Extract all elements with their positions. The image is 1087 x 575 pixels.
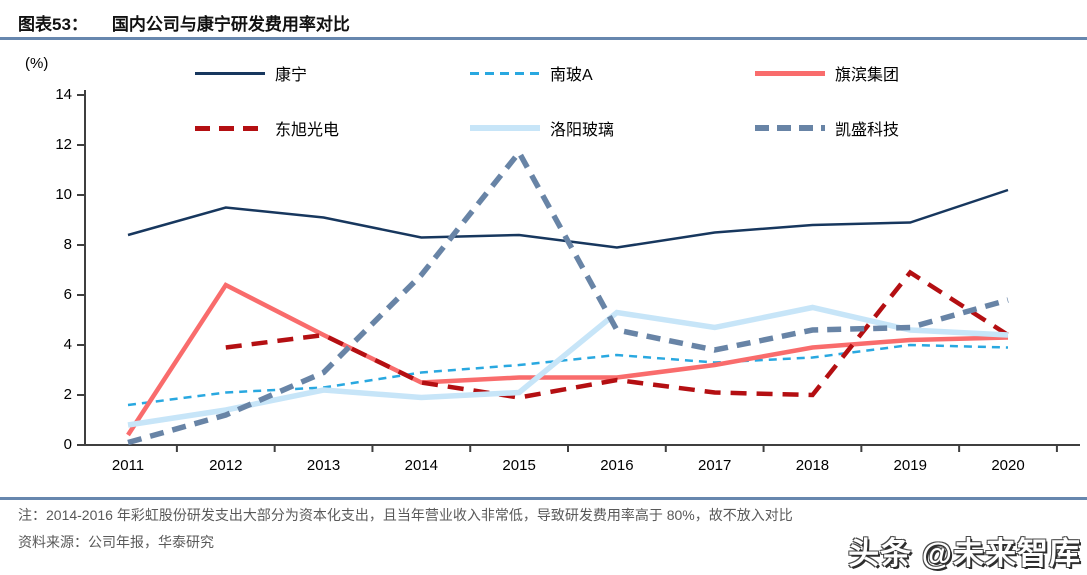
footnote-text: 注：2014-2016 年彩虹股份研发支出大部分为资本化支出，且当年营业收入非常… <box>18 507 793 523</box>
legend-label-kaisheng: 凯盛科技 <box>835 122 900 139</box>
y-axis-tick-label: 2 <box>63 386 72 403</box>
legend-line-swatch-qibin-icon <box>755 70 825 76</box>
series-line-3 <box>225 269 1010 400</box>
footer-divider <box>0 497 1087 500</box>
y-axis-tick-label: 0 <box>63 436 72 453</box>
y-axis-tick-label: 10 <box>55 186 72 203</box>
legend-item-corning: 康宁 <box>195 62 307 84</box>
series-line-4 <box>127 304 1009 428</box>
x-axis-tick-label: 2012 <box>209 457 243 474</box>
x-axis-tick-label: 2013 <box>306 457 341 474</box>
legend-line-swatch-kaisheng-icon <box>755 125 825 131</box>
x-axis-tick-label: 2015 <box>502 457 536 474</box>
title-divider <box>0 37 1087 40</box>
x-axis-tick-label: 2019 <box>893 457 927 474</box>
legend-line-swatch-corning-icon <box>195 71 265 75</box>
legend-item-dongxu: 东旭光电 <box>195 117 339 139</box>
legend-label-dongxu: 东旭光电 <box>275 122 340 139</box>
legend-label-corning: 康宁 <box>275 67 308 84</box>
legend-label-csg-a: 南玻A <box>550 67 593 84</box>
chart-title: 图表53： 国内公司与康宁研发费用率对比 <box>18 10 350 35</box>
legend-label-luoyang: 洛阳玻璃 <box>550 122 615 139</box>
x-axis-tick-label: 2018 <box>795 457 830 474</box>
figure-title-text: 国内公司与康宁研发费用率对比 <box>111 15 350 34</box>
y-axis-tick-label: 12 <box>55 136 72 153</box>
x-axis-tick-label: 2017 <box>697 457 732 474</box>
x-axis-tick-label: 2020 <box>991 457 1025 474</box>
series-line-1 <box>127 343 1009 407</box>
legend-line-swatch-dongxu-icon <box>195 125 265 131</box>
figure-number-label: 图表53： <box>18 15 88 34</box>
watermark-text: 头条 @未来智库 <box>848 536 1081 571</box>
y-axis-tick-label: 14 <box>55 86 72 103</box>
legend-line-swatch-luoyang-icon <box>470 125 540 131</box>
y-axis-tick-label: 8 <box>63 236 72 253</box>
source-text: 资料来源：公司年报，华泰研究 <box>18 534 214 550</box>
x-axis-tick-label: 2014 <box>404 457 439 474</box>
legend-item-kaisheng: 凯盛科技 <box>755 117 899 139</box>
legend-label-qibin: 旗滨集团 <box>835 67 900 84</box>
y-axis-unit-label: (%) <box>25 55 49 72</box>
y-axis-tick-label: 6 <box>63 286 72 303</box>
legend-item-luoyang: 洛阳玻璃 <box>470 117 614 139</box>
y-axis-tick-label: 4 <box>63 336 72 353</box>
series-line-5 <box>127 147 1009 446</box>
series-line-2 <box>126 282 1009 437</box>
legend-line-swatch-csg-a-icon <box>470 71 540 75</box>
x-axis-tick-label: 2016 <box>600 457 634 474</box>
legend-item-csg-a: 南玻A <box>470 62 593 84</box>
x-axis-tick-label: 2011 <box>111 457 145 474</box>
legend-item-qibin: 旗滨集团 <box>755 62 899 84</box>
